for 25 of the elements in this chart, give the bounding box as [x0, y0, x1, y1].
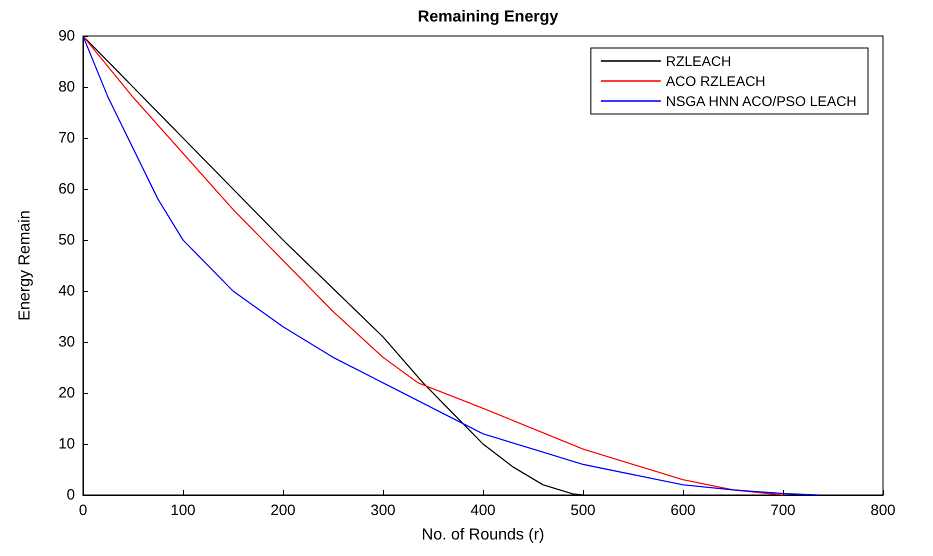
x-tick-label: 400	[470, 502, 496, 519]
chart-title: Remaining Energy	[418, 8, 558, 26]
y-tick-label: 70	[58, 130, 75, 146]
y-tick-label: 40	[58, 282, 75, 300]
y-tick-label: 60	[58, 180, 75, 198]
x-tick-label: 600	[670, 502, 696, 519]
legend-label: ACO RZLEACH	[666, 73, 766, 89]
y-tick-label: 0	[66, 486, 75, 504]
x-tick-label: 0	[78, 502, 88, 519]
x-tick-label: 100	[170, 502, 196, 519]
x-tick-label: 500	[570, 502, 596, 519]
legend-label: NSGA HNN ACO/PSO LEACH	[666, 93, 856, 109]
x-axis-title: No. of Rounds (r)	[422, 526, 544, 544]
y-tick-label: 20	[58, 384, 75, 402]
y-axis-title: Energy Remain	[16, 210, 34, 321]
y-tick-label: 80	[58, 78, 75, 96]
x-tick-label: 300	[370, 502, 396, 519]
y-tick-label: 90	[58, 28, 75, 44]
x-tick-label: 700	[770, 502, 796, 519]
y-tick-label: 30	[58, 334, 75, 350]
x-tick-label: 200	[270, 502, 296, 519]
legend-label: RZLEACH	[666, 53, 732, 69]
x-tick-label: 800	[870, 502, 896, 519]
y-tick-label: 10	[58, 436, 75, 452]
y-tick-label: 50	[58, 232, 75, 248]
